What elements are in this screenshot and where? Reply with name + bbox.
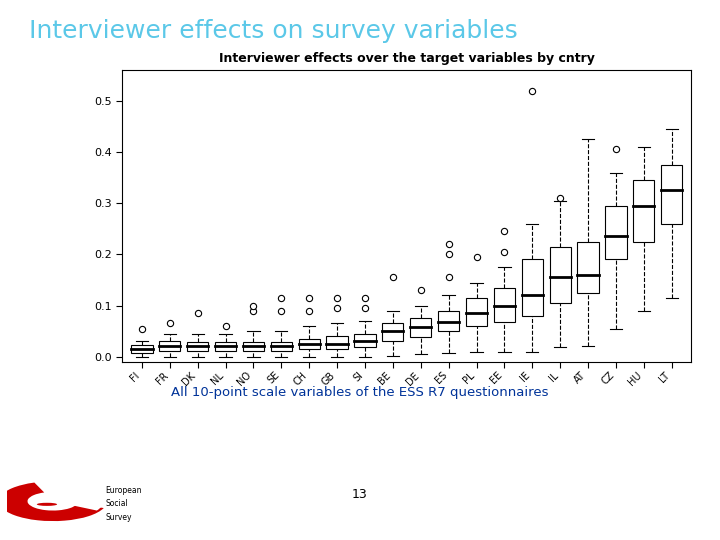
Bar: [271, 342, 292, 350]
Bar: [577, 241, 598, 293]
Bar: [354, 334, 376, 347]
Bar: [187, 342, 208, 350]
Bar: [131, 346, 153, 353]
Text: European: European: [105, 485, 142, 495]
Wedge shape: [44, 483, 104, 510]
Text: Interviewer effects on survey variables: Interviewer effects on survey variables: [29, 19, 518, 43]
Text: KU LEUVEN: KU LEUVEN: [586, 483, 683, 497]
Bar: [633, 180, 654, 241]
Wedge shape: [0, 483, 104, 521]
Bar: [299, 339, 320, 349]
Text: All 10-point scale variables of the ESS R7 questionnaires: All 10-point scale variables of the ESS …: [171, 386, 549, 399]
Bar: [243, 342, 264, 350]
Text: Survey: Survey: [105, 513, 132, 522]
Bar: [326, 336, 348, 349]
Bar: [661, 165, 683, 224]
Bar: [606, 206, 626, 260]
Bar: [438, 310, 459, 331]
Bar: [382, 323, 403, 341]
Bar: [522, 260, 543, 316]
Bar: [466, 298, 487, 326]
Title: Interviewer effects over the target variables by cntry: Interviewer effects over the target vari…: [219, 52, 595, 65]
Bar: [159, 341, 181, 350]
Text: 13: 13: [352, 488, 368, 501]
Bar: [215, 342, 236, 350]
Text: Social: Social: [105, 499, 128, 508]
Ellipse shape: [37, 503, 57, 506]
Bar: [549, 247, 571, 303]
Bar: [494, 288, 515, 322]
Bar: [410, 318, 431, 338]
